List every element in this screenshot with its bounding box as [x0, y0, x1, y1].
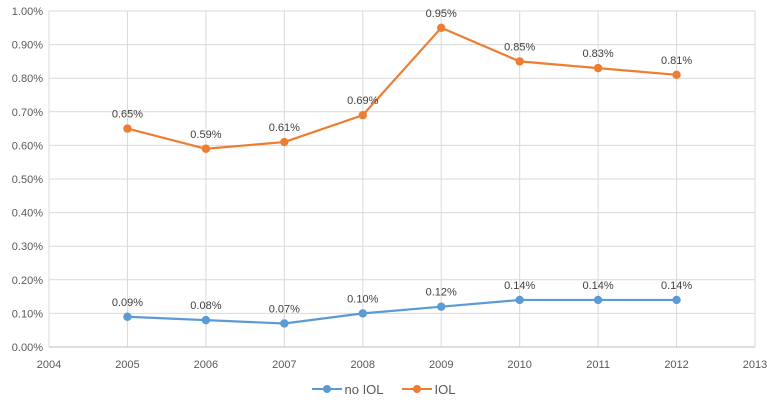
data-label: 0.12%: [426, 287, 457, 299]
x-axis-tick-label: 2004: [37, 359, 61, 371]
x-axis-tick-label: 2006: [194, 359, 218, 371]
data-point-marker: [358, 110, 367, 120]
data-point-marker: [672, 70, 681, 80]
y-axis-tick-label: 0.50%: [12, 174, 43, 186]
x-axis-tick-label: 2005: [115, 359, 139, 371]
y-axis-tick-label: 0.00%: [12, 342, 43, 354]
y-axis-tick-label: 0.40%: [12, 208, 43, 220]
data-label: 0.95%: [426, 8, 457, 20]
x-axis-tick-label: 2013: [743, 359, 767, 371]
legend-item-iol: IOL: [401, 382, 456, 397]
data-label: 0.10%: [347, 293, 378, 305]
data-point-marker: [201, 144, 211, 153]
y-axis-tick-label: 0.90%: [12, 40, 43, 52]
data-point-marker: [358, 309, 367, 318]
data-label: 0.14%: [661, 280, 692, 292]
y-axis-tick-label: 0.10%: [12, 308, 43, 320]
data-point-marker: [123, 124, 132, 133]
data-label: 0.14%: [583, 280, 614, 292]
x-axis-tick-label: 2009: [429, 359, 453, 371]
data-point-marker: [437, 302, 446, 311]
y-axis-tick-label: 0.60%: [12, 140, 43, 152]
data-label: 0.09%: [112, 297, 143, 309]
x-axis-tick-label: 2010: [507, 359, 531, 371]
x-axis-tick-label: 2012: [664, 359, 688, 371]
x-axis-tick-label: 2011: [586, 359, 610, 371]
data-point-marker: [515, 295, 524, 305]
data-label: 0.83%: [583, 48, 614, 60]
series-line-no-iol: [126, 298, 678, 325]
data-label: 0.14%: [504, 280, 535, 292]
legend-item-no-iol: no IOL: [311, 382, 384, 397]
data-point-marker: [672, 295, 681, 305]
x-axis-tick-label: 2007: [272, 359, 296, 371]
data-label: 0.81%: [661, 55, 692, 67]
x-axis-tick-label: 2008: [351, 359, 375, 371]
y-axis-tick-label: 0.80%: [12, 73, 43, 85]
data-label: 0.65%: [112, 109, 143, 121]
data-point-marker: [593, 295, 603, 305]
data-label: 0.61%: [269, 122, 300, 134]
data-label: 0.59%: [190, 129, 221, 141]
y-axis-tick-label: 0.70%: [12, 107, 43, 119]
data-label: 0.69%: [347, 95, 378, 107]
data-label: 0.85%: [504, 41, 535, 53]
y-axis-tick-label: 1.00%: [12, 6, 43, 18]
series-line-iol: [126, 26, 678, 150]
legend-label: no IOL: [344, 382, 384, 397]
data-point-marker: [280, 137, 289, 147]
y-axis-tick-label: 0.30%: [12, 241, 43, 253]
data-point-marker: [201, 315, 211, 325]
data-label: 0.07%: [269, 303, 300, 315]
data-point-marker: [123, 312, 132, 321]
data-point-marker: [515, 57, 524, 66]
data-point-marker: [437, 23, 446, 32]
legend-line-marker-icon: [401, 385, 432, 394]
data-label: 0.08%: [190, 300, 221, 312]
legend-line-marker-icon: [311, 385, 342, 394]
data-point-marker: [280, 319, 289, 328]
chart-legend: no IOL IOL: [0, 382, 767, 397]
data-point-marker: [593, 63, 603, 73]
y-axis-tick-label: 0.20%: [12, 275, 43, 287]
legend-label: IOL: [434, 382, 456, 397]
